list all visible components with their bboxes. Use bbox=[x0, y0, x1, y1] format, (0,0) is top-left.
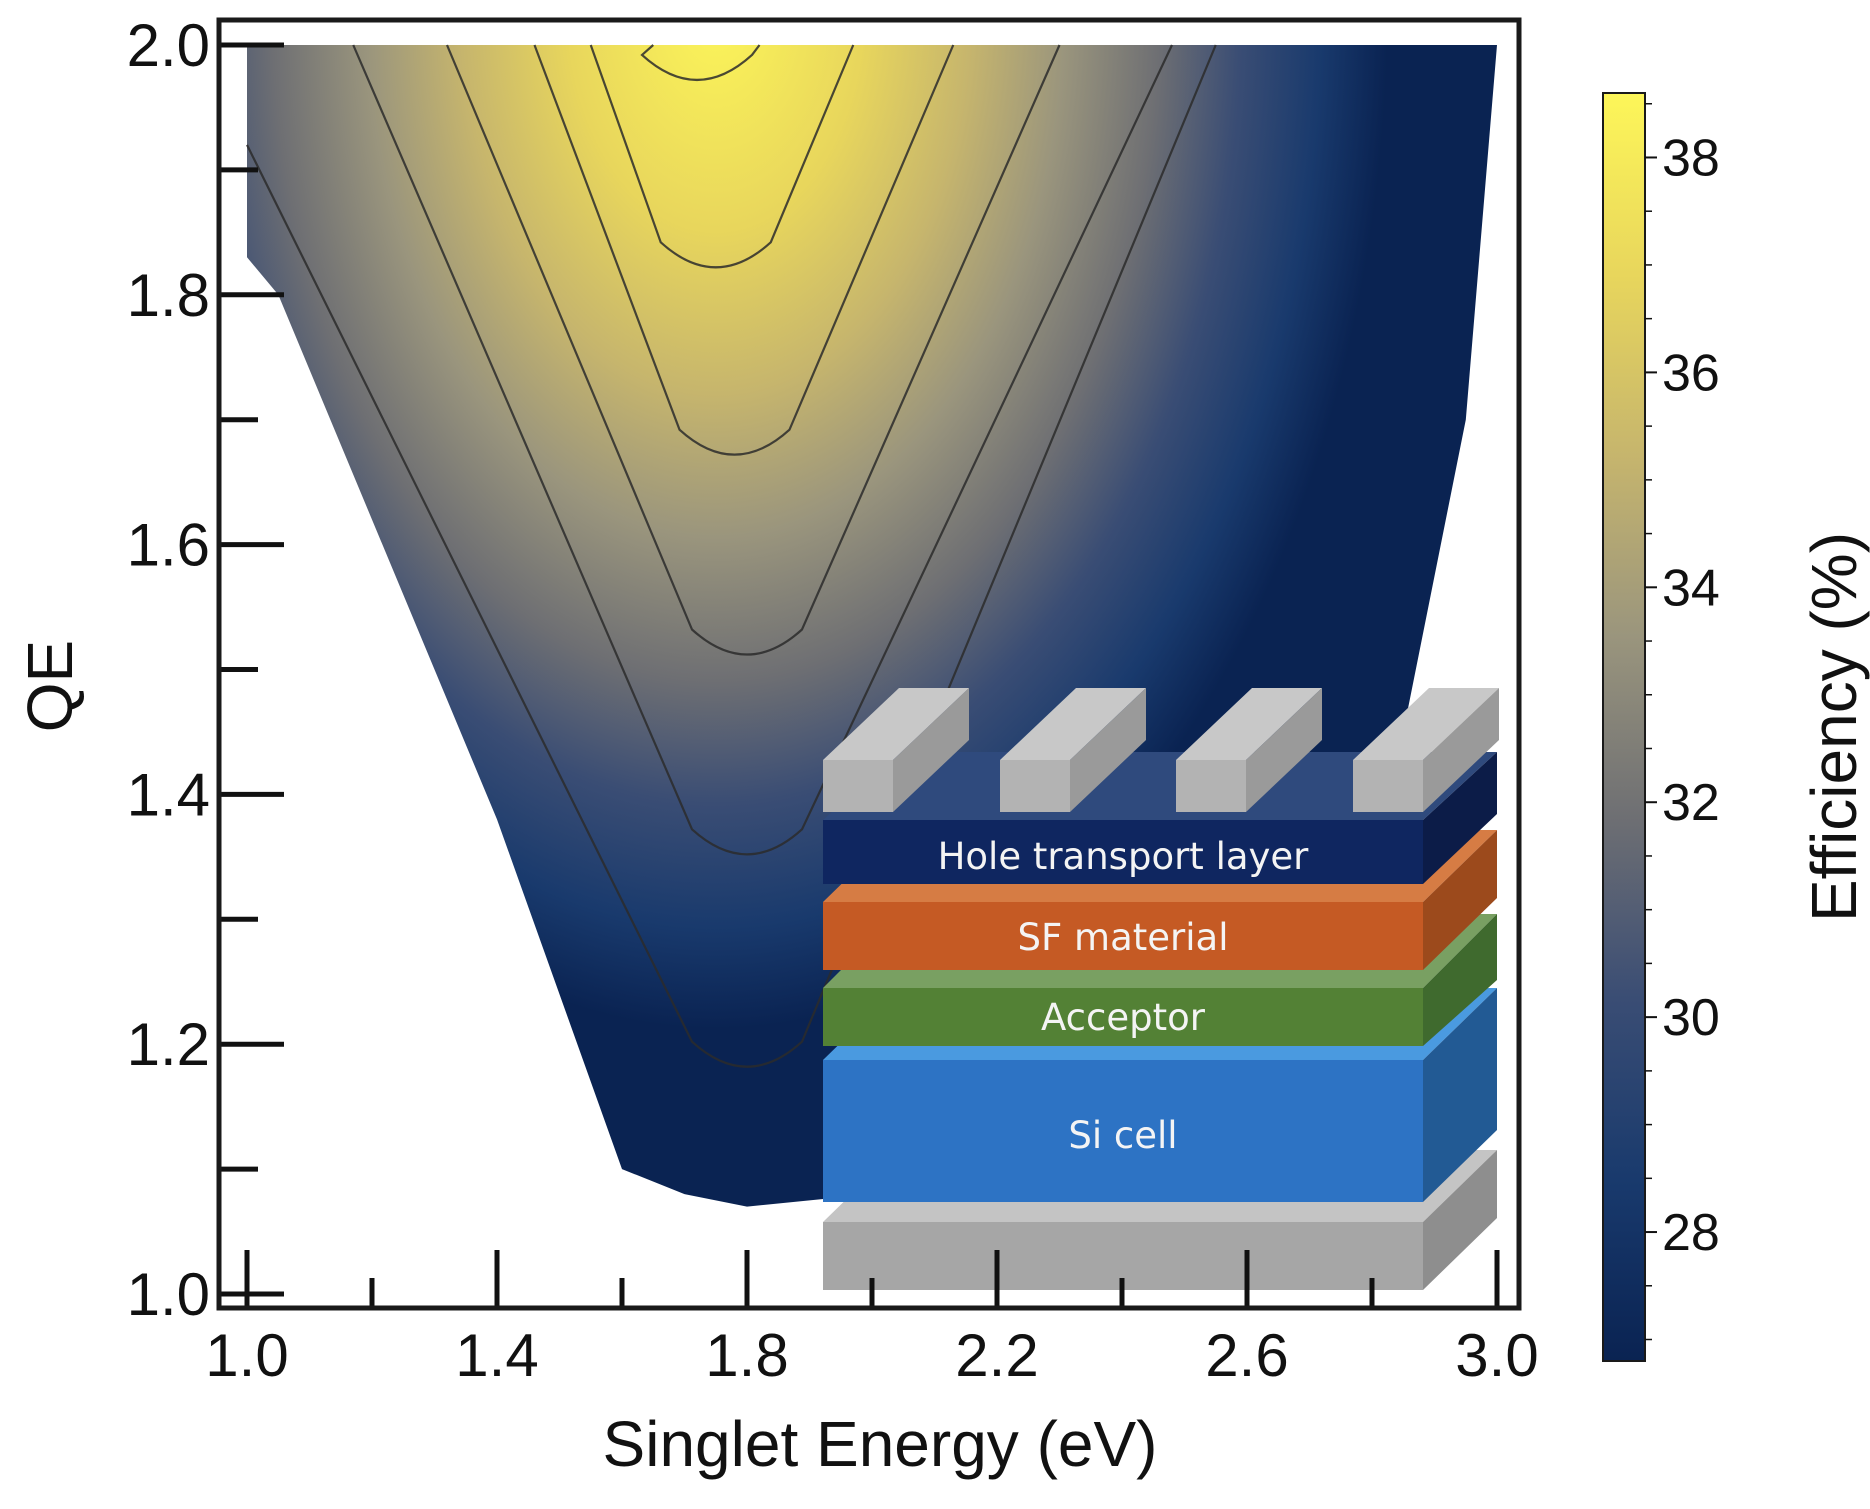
y-axis-title: QE bbox=[14, 640, 86, 732]
contact-top-1 bbox=[823, 688, 969, 760]
x-tick-labels: 1.0 1.4 1.8 2.2 2.6 3.0 bbox=[205, 1322, 1538, 1389]
colorbar-tick-label: 34 bbox=[1662, 559, 1720, 617]
colorbar-tick-label: 30 bbox=[1662, 989, 1720, 1047]
colorbar-gradient bbox=[1602, 92, 1646, 1362]
axis-ticks bbox=[221, 42, 1500, 1306]
x-tick-label: 3.0 bbox=[1455, 1322, 1538, 1389]
colorbar-tick-label: 36 bbox=[1662, 344, 1720, 402]
contact-side-1 bbox=[893, 688, 969, 812]
y-tick-label: 1.8 bbox=[127, 262, 210, 329]
y-tick-label: 1.0 bbox=[127, 1261, 210, 1328]
contact-top-3 bbox=[1176, 688, 1322, 760]
contour-34 bbox=[533, 44, 955, 456]
x-tick-label: 2.6 bbox=[1205, 1322, 1288, 1389]
sf-material-front bbox=[823, 902, 1423, 970]
y-tick-label: 1.2 bbox=[127, 1011, 210, 1078]
contour-28 bbox=[246, 44, 1217, 1068]
colorbar-title: Efficiency (%) bbox=[1798, 532, 1870, 922]
x-tick-label: 2.2 bbox=[955, 1322, 1038, 1389]
colorbar-tick-label: 28 bbox=[1662, 1204, 1720, 1262]
colorbar: 28 30 32 34 36 38 Efficiency (%) bbox=[1602, 92, 1870, 1362]
acceptor-front bbox=[823, 988, 1423, 1046]
contour-32 bbox=[445, 44, 1061, 656]
layer-label-htl: Hole transport layer bbox=[938, 835, 1310, 878]
x-tick-label: 1.0 bbox=[205, 1322, 288, 1389]
colorbar-tick-label: 38 bbox=[1662, 129, 1720, 187]
contour-lines bbox=[246, 44, 1217, 1068]
y-tick-label: 2.0 bbox=[127, 12, 210, 79]
x-tick-label: 1.4 bbox=[455, 1322, 538, 1389]
si-cell-side bbox=[1423, 988, 1497, 1202]
x-tick-label: 1.8 bbox=[705, 1322, 788, 1389]
htl-top bbox=[823, 752, 1497, 820]
acceptor-side bbox=[1423, 914, 1497, 1046]
contact-front-1 bbox=[823, 760, 893, 812]
colorbar-ticks: 28 30 32 34 36 38 bbox=[1645, 102, 1720, 1341]
device-schematic-inset: Hole transport layer SF material Accepto… bbox=[823, 688, 1499, 1290]
htl-front bbox=[823, 820, 1423, 884]
y-tick-labels: 1.0 1.2 1.4 1.6 1.8 2.0 bbox=[127, 12, 210, 1328]
contour-38 bbox=[640, 44, 761, 82]
contact-front-2 bbox=[1000, 760, 1070, 812]
back-contact-side bbox=[1423, 1150, 1497, 1290]
contact-side-3 bbox=[1246, 688, 1322, 812]
contact-side-2 bbox=[1070, 688, 1146, 812]
contact-front-3 bbox=[1176, 760, 1246, 812]
contact-front-4 bbox=[1353, 760, 1423, 812]
contact-top-4 bbox=[1353, 688, 1499, 760]
plot-frame bbox=[216, 17, 1522, 1311]
htl-side bbox=[1423, 752, 1497, 884]
colorbar-tick-label: 32 bbox=[1662, 774, 1720, 832]
x-axis-title: Singlet Energy (eV) bbox=[603, 1408, 1158, 1480]
sf-material-side bbox=[1423, 830, 1497, 970]
contact-side-4 bbox=[1423, 688, 1499, 812]
layer-label-sf-material: SF material bbox=[1018, 916, 1229, 959]
contour-36 bbox=[589, 44, 855, 269]
layer-label-acceptor: Acceptor bbox=[1041, 996, 1206, 1039]
si-cell-front bbox=[823, 1060, 1423, 1202]
layer-label-si-cell: Si cell bbox=[1068, 1114, 1177, 1157]
y-tick-label: 1.6 bbox=[127, 512, 210, 579]
contour-30 bbox=[352, 44, 1173, 856]
y-tick-label: 1.4 bbox=[127, 761, 210, 828]
contact-top-2 bbox=[1000, 688, 1146, 760]
top-contacts bbox=[823, 688, 1499, 812]
